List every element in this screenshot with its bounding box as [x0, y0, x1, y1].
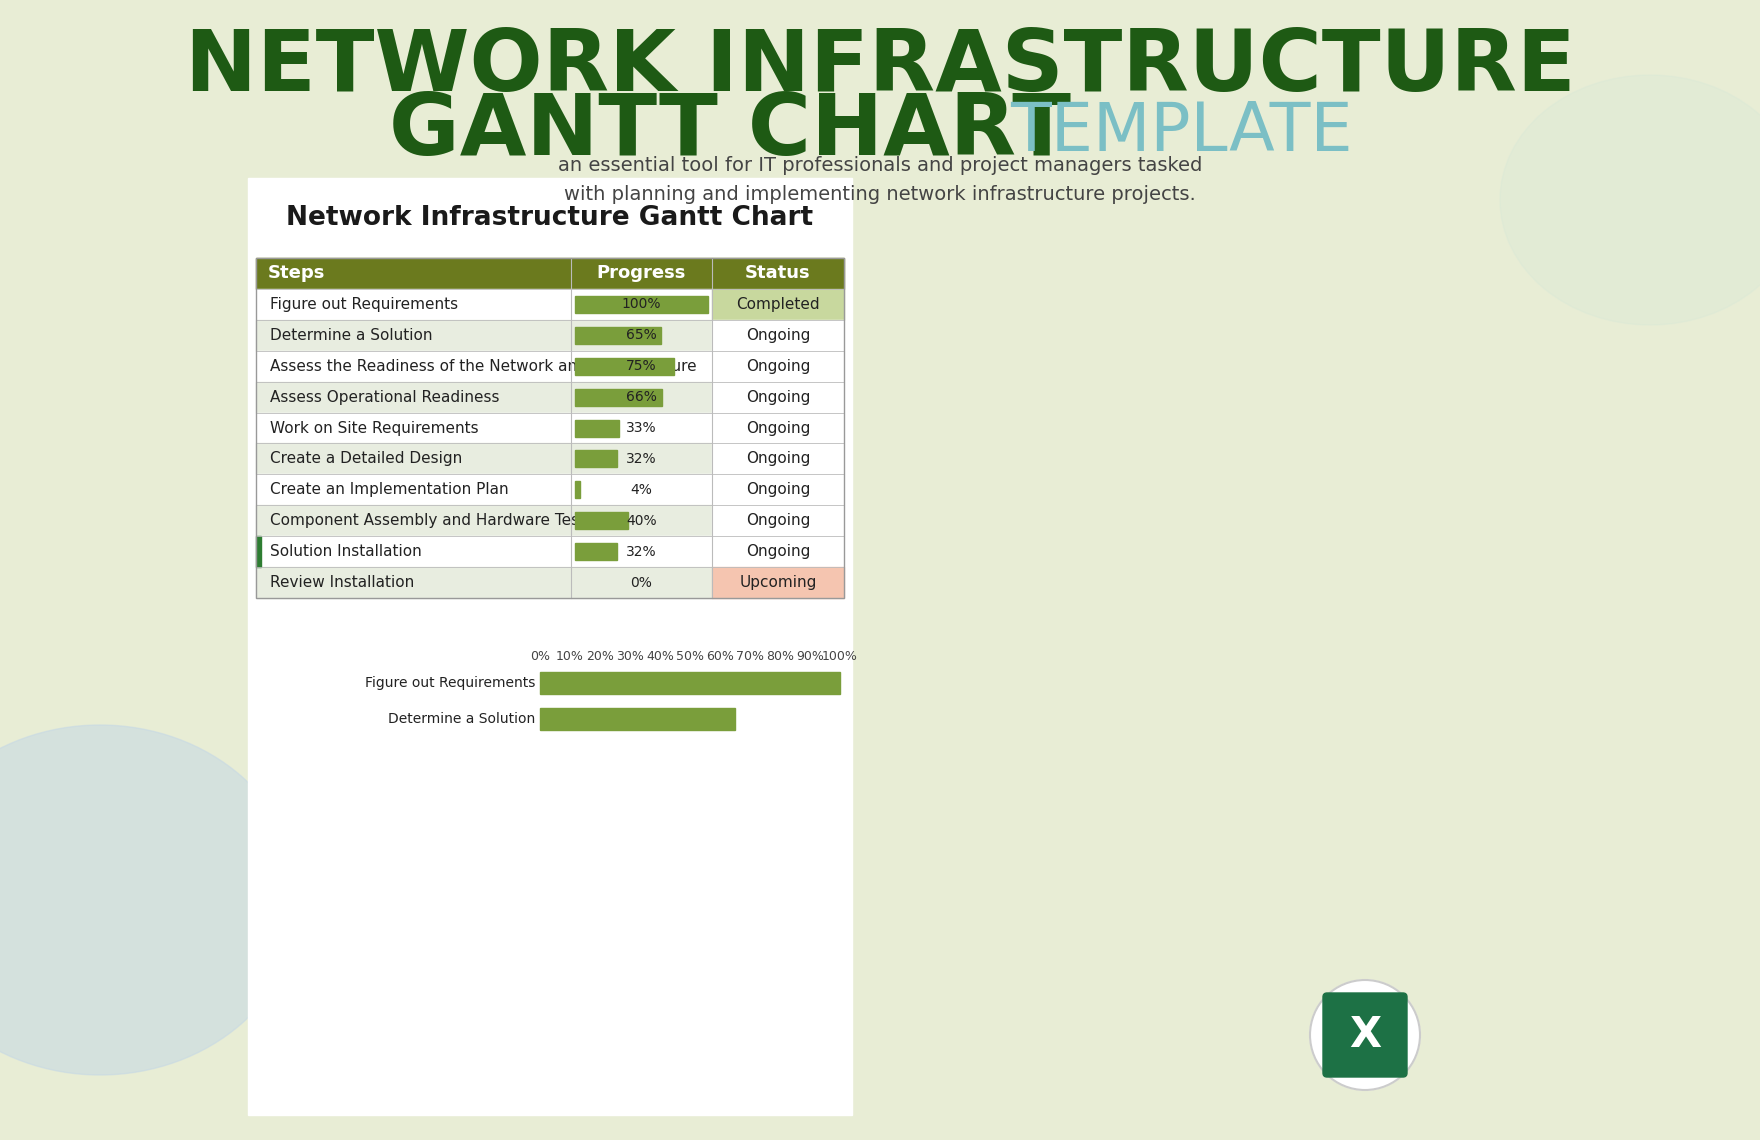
Text: Ongoing: Ongoing	[746, 328, 810, 343]
Text: NETWORK INFRASTRUCTURE: NETWORK INFRASTRUCTURE	[185, 26, 1575, 109]
Text: 100%: 100%	[822, 650, 857, 663]
Bar	[540, 708, 736, 730]
Bar	[574, 450, 618, 467]
Bar	[540, 671, 840, 694]
Text: 60%: 60%	[706, 650, 734, 663]
Text: Determine a Solution: Determine a Solution	[387, 712, 535, 726]
Bar	[255, 474, 711, 505]
Text: 66%: 66%	[627, 390, 656, 404]
Text: Create an Implementation Plan: Create an Implementation Plan	[269, 482, 509, 497]
Text: 33%: 33%	[627, 421, 656, 435]
Text: 75%: 75%	[627, 359, 656, 373]
Text: Solution Installation: Solution Installation	[269, 544, 422, 559]
Text: 30%: 30%	[616, 650, 644, 663]
Ellipse shape	[0, 725, 299, 1075]
Bar	[711, 567, 845, 599]
Text: 100%: 100%	[621, 298, 662, 311]
Text: 65%: 65%	[627, 328, 656, 342]
Bar	[574, 543, 618, 560]
Bar	[711, 443, 845, 474]
Bar	[248, 178, 852, 1115]
Bar	[255, 258, 845, 598]
Bar	[255, 443, 711, 474]
Text: Steps: Steps	[268, 264, 326, 283]
Text: 10%: 10%	[556, 650, 584, 663]
Text: Ongoing: Ongoing	[746, 421, 810, 435]
Text: Figure out Requirements: Figure out Requirements	[364, 676, 535, 690]
Text: 4%: 4%	[630, 483, 651, 497]
Bar	[711, 320, 845, 351]
Text: Component Assembly and Hardware Testing: Component Assembly and Hardware Testing	[269, 513, 609, 528]
Text: Progress: Progress	[597, 264, 686, 283]
Text: Work on Site Requirements: Work on Site Requirements	[269, 421, 479, 435]
Text: 40%: 40%	[627, 514, 656, 528]
Text: 70%: 70%	[736, 650, 764, 663]
Text: Ongoing: Ongoing	[746, 513, 810, 528]
Bar	[574, 327, 662, 344]
Bar	[255, 351, 711, 382]
Bar	[255, 413, 711, 443]
Bar	[255, 320, 711, 351]
FancyBboxPatch shape	[1324, 993, 1406, 1077]
Text: 90%: 90%	[796, 650, 824, 663]
Bar	[711, 474, 845, 505]
Text: X: X	[1348, 1013, 1382, 1056]
Text: GANTT CHART: GANTT CHART	[389, 90, 1072, 173]
Bar	[711, 413, 845, 443]
Text: Ongoing: Ongoing	[746, 451, 810, 466]
Bar	[255, 567, 711, 599]
Ellipse shape	[1309, 980, 1420, 1090]
Text: Upcoming: Upcoming	[739, 575, 817, 591]
Bar	[711, 536, 845, 567]
Bar	[574, 358, 674, 375]
Bar	[711, 288, 845, 320]
Bar	[255, 258, 845, 288]
Text: 0%: 0%	[530, 650, 549, 663]
Text: 80%: 80%	[766, 650, 794, 663]
Bar	[711, 505, 845, 536]
Bar	[255, 505, 711, 536]
Ellipse shape	[1500, 75, 1760, 325]
Text: an essential tool for IT professionals and project managers tasked
with planning: an essential tool for IT professionals a…	[558, 156, 1202, 204]
Text: 50%: 50%	[676, 650, 704, 663]
Text: Assess Operational Readiness: Assess Operational Readiness	[269, 390, 500, 405]
Text: Ongoing: Ongoing	[746, 390, 810, 405]
Bar	[574, 481, 579, 498]
Text: Ongoing: Ongoing	[746, 544, 810, 559]
Text: Figure out Requirements: Figure out Requirements	[269, 296, 458, 312]
Text: Ongoing: Ongoing	[746, 482, 810, 497]
Bar	[255, 288, 711, 320]
Bar	[574, 512, 628, 529]
Text: 32%: 32%	[627, 545, 656, 559]
Text: 32%: 32%	[627, 451, 656, 466]
Bar	[255, 536, 260, 567]
Text: Network Infrastructure Gantt Chart: Network Infrastructure Gantt Chart	[287, 205, 813, 231]
Text: Status: Status	[744, 264, 811, 283]
Text: 40%: 40%	[646, 650, 674, 663]
Bar	[711, 382, 845, 413]
Bar	[255, 382, 711, 413]
Text: TEMPLATE: TEMPLATE	[1010, 99, 1353, 165]
Text: Completed: Completed	[736, 296, 820, 312]
Text: Determine a Solution: Determine a Solution	[269, 328, 433, 343]
Text: Review Installation: Review Installation	[269, 575, 414, 591]
Bar	[574, 389, 662, 406]
Bar	[711, 351, 845, 382]
Bar	[574, 420, 618, 437]
Text: 20%: 20%	[586, 650, 614, 663]
Text: Assess the Readiness of the Network and Infrastructure: Assess the Readiness of the Network and …	[269, 359, 697, 374]
Bar	[255, 536, 711, 567]
Text: Create a Detailed Design: Create a Detailed Design	[269, 451, 463, 466]
Text: 0%: 0%	[630, 576, 651, 589]
Bar	[574, 296, 708, 312]
Text: Ongoing: Ongoing	[746, 359, 810, 374]
